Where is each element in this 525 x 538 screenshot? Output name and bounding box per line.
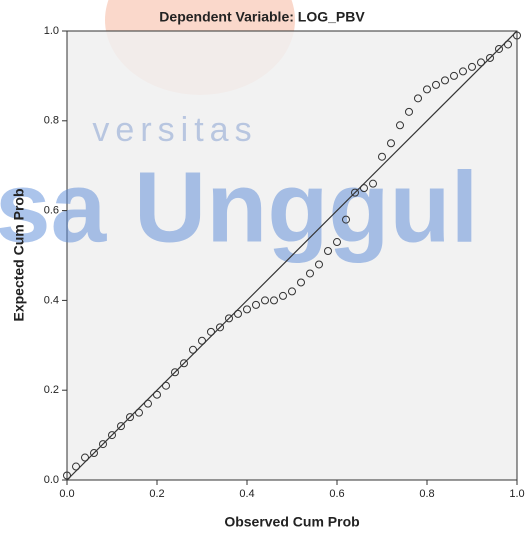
point: [252, 300, 260, 309]
point: [234, 309, 242, 318]
x-axis-label: Observed Cum Prob: [224, 514, 359, 530]
point: [351, 188, 359, 197]
point: [486, 53, 494, 62]
point: [63, 471, 71, 480]
point: [126, 413, 134, 422]
point: [117, 422, 125, 431]
point: [387, 139, 395, 148]
point: [477, 58, 485, 67]
point: [405, 107, 413, 116]
x-tick-label: 0.0: [59, 488, 74, 500]
point: [108, 431, 116, 440]
y-tick-label: 1.0: [44, 25, 59, 37]
point: [279, 291, 287, 300]
y-tick-label: 0.8: [44, 115, 59, 127]
point: [450, 71, 458, 80]
point: [306, 269, 314, 278]
point: [396, 121, 404, 130]
point: [459, 67, 467, 76]
point: [207, 327, 215, 336]
point: [135, 408, 143, 417]
point: [297, 278, 305, 287]
point: [342, 215, 350, 224]
point: [423, 85, 431, 94]
point: [378, 152, 386, 161]
y-tick-label: 0.2: [44, 384, 59, 396]
point: [288, 287, 296, 296]
point: [441, 76, 449, 85]
point: [513, 31, 521, 40]
x-tick-label: 0.6: [329, 488, 344, 500]
y-tick-label: 0.4: [44, 294, 59, 306]
point: [369, 179, 377, 188]
x-tick-label: 0.8: [419, 488, 434, 500]
point: [162, 381, 170, 390]
point: [198, 336, 206, 345]
point: [225, 314, 233, 323]
chart-title: Dependent Variable: LOG_PBV: [159, 9, 365, 25]
watermark-text: sa Unggul: [0, 151, 478, 263]
x-tick-label: 0.4: [239, 488, 254, 500]
point: [270, 296, 278, 305]
point: [324, 247, 332, 256]
point: [468, 62, 476, 71]
watermark-text: versitas: [92, 111, 257, 149]
point: [414, 94, 422, 103]
point: [99, 440, 107, 449]
point: [72, 462, 80, 471]
point: [261, 296, 269, 305]
point: [90, 449, 98, 458]
point: [243, 305, 251, 314]
point: [333, 238, 341, 247]
point: [144, 399, 152, 408]
y-tick-label: 0.6: [44, 205, 59, 217]
point: [171, 368, 179, 377]
point: [180, 359, 188, 368]
point: [504, 40, 512, 49]
point: [360, 184, 368, 193]
point: [315, 260, 323, 269]
point: [216, 323, 224, 332]
reference-line: [66, 30, 518, 481]
y-axis-label: Expected Cum Prob: [11, 188, 27, 321]
point: [495, 44, 503, 53]
y-tick-label: 0.0: [44, 474, 59, 486]
point: [432, 80, 440, 89]
x-tick-label: 0.2: [149, 488, 164, 500]
point: [153, 390, 161, 399]
point: [81, 453, 89, 462]
x-tick-label: 1.0: [509, 488, 524, 500]
point: [189, 345, 197, 354]
